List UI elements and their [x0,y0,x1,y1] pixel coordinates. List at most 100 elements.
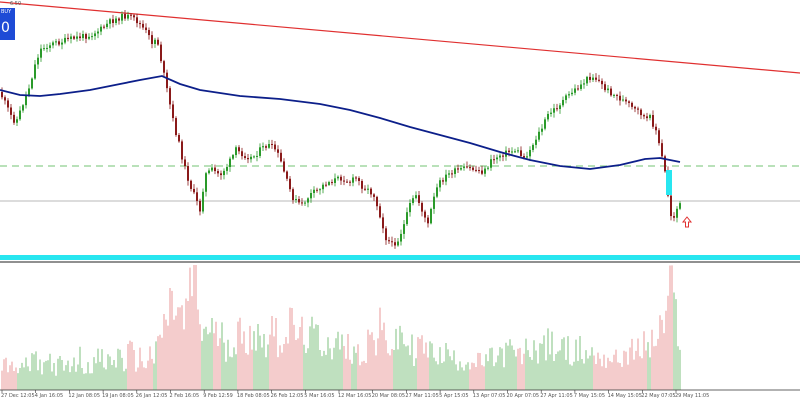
x-tick-label: 26 Jan 12:05 [136,393,168,399]
candle-bearish [616,94,618,96]
candle-bullish [541,128,543,132]
support-band [0,255,800,260]
candle-bullish [544,119,546,129]
candle-bullish [586,76,588,84]
x-tick-label: 4 Jan 16:05 [35,393,63,399]
candle-bearish [637,108,639,110]
candle-bullish [235,147,237,156]
candle-bullish [106,23,108,28]
candle-bearish [610,88,612,96]
candle-bearish [124,13,126,19]
candle-bullish [46,47,48,49]
candle-bearish [163,61,165,73]
candle-bullish [448,173,450,175]
candle-bearish [103,26,105,28]
candle-bearish [478,170,480,172]
candle-bearish [493,159,495,161]
candle-bullish [34,64,36,79]
candle-bullish [436,187,438,197]
candle-bearish [523,156,525,158]
candle-bullish [460,168,462,170]
candle-bullish [337,176,339,179]
candle-bullish [565,95,567,100]
candle-bearish [13,114,15,123]
candle-bullish [127,14,129,19]
candle-bearish [4,97,6,101]
candle-bullish [583,83,585,85]
candle-bullish [463,166,465,169]
one-click-buy-panel[interactable]: BUY 0 [0,8,15,40]
candle-bullish [352,177,354,183]
candle-bearish [346,181,348,183]
candle-bullish [322,184,324,190]
candle-bullish [607,88,609,91]
candle-bearish [643,115,645,117]
candle-bullish [82,34,84,39]
x-tick-label: 20 Mar 08:05 [372,393,405,399]
candle-bullish [91,36,93,38]
candle-bearish [166,72,168,89]
candle-bearish [1,92,3,98]
candle-bullish [538,131,540,140]
candle-bullish [547,113,549,120]
candle-bullish [295,199,297,201]
candle-bullish [250,156,252,160]
candle-bearish [577,88,579,90]
candle-bearish [130,14,132,16]
candle-bullish [28,88,30,95]
candle-bullish [43,48,45,50]
candle-bearish [292,189,294,201]
candle-bullish [433,196,435,209]
x-tick-label: 13 Apr 07:05 [473,393,506,399]
moving-average-path [0,75,681,170]
candle-bearish [424,211,426,218]
candle-bullish [76,36,78,39]
candlestick-series [1,10,681,249]
x-tick-label: 5 Mar 16:05 [304,393,334,399]
x-tick-label: 12 Mar 16:05 [338,393,371,399]
candle-bearish [112,19,114,23]
candle-bullish [532,144,534,150]
candle-bearish [139,23,141,25]
candle-bullish [529,149,531,157]
x-tick-label: 27 Mar 11:05 [405,393,438,399]
candle-bearish [394,242,396,246]
candle-bearish [280,152,282,162]
highlight-candle [666,170,672,195]
candle-bearish [79,36,81,39]
candle-bearish [142,23,144,28]
candle-bearish [238,147,240,152]
candle-bullish [622,99,624,101]
candle-bearish [157,39,159,45]
candle-bearish [58,41,60,45]
candle-bearish [652,115,654,127]
candle-bullish [397,241,399,246]
candle-bullish [679,203,681,209]
candle-bullish [406,212,408,225]
candle-bearish [340,176,342,181]
candle-bullish [202,191,204,212]
candle-bullish [205,173,207,192]
candle-bearish [244,156,246,159]
candle-bullish [403,224,405,234]
candle-bullish [211,167,213,171]
candle-bullish [262,146,264,148]
candle-bearish [169,88,171,105]
candle-bullish [37,57,39,65]
candle-bearish [451,173,453,175]
candle-bullish [100,26,102,32]
candle-bearish [214,167,216,172]
candle-bearish [274,144,276,150]
candle-bearish [181,141,183,160]
candle-bearish [361,181,363,189]
candle-bearish [364,188,366,190]
candle-bearish [7,100,9,108]
candle-bullish [307,198,309,203]
candle-bullish [328,182,330,185]
candle-bearish [172,104,174,119]
x-tick-label: 14 May 15:05 [608,393,642,399]
candle-bearish [196,192,198,201]
x-tick-label: 19 Jan 08:05 [102,393,134,399]
x-axis: 27 Dec 12:05 4 Jan 16:05 12 Jan 08:05 19 Ja… [0,389,800,399]
candle-bearish [376,196,378,207]
